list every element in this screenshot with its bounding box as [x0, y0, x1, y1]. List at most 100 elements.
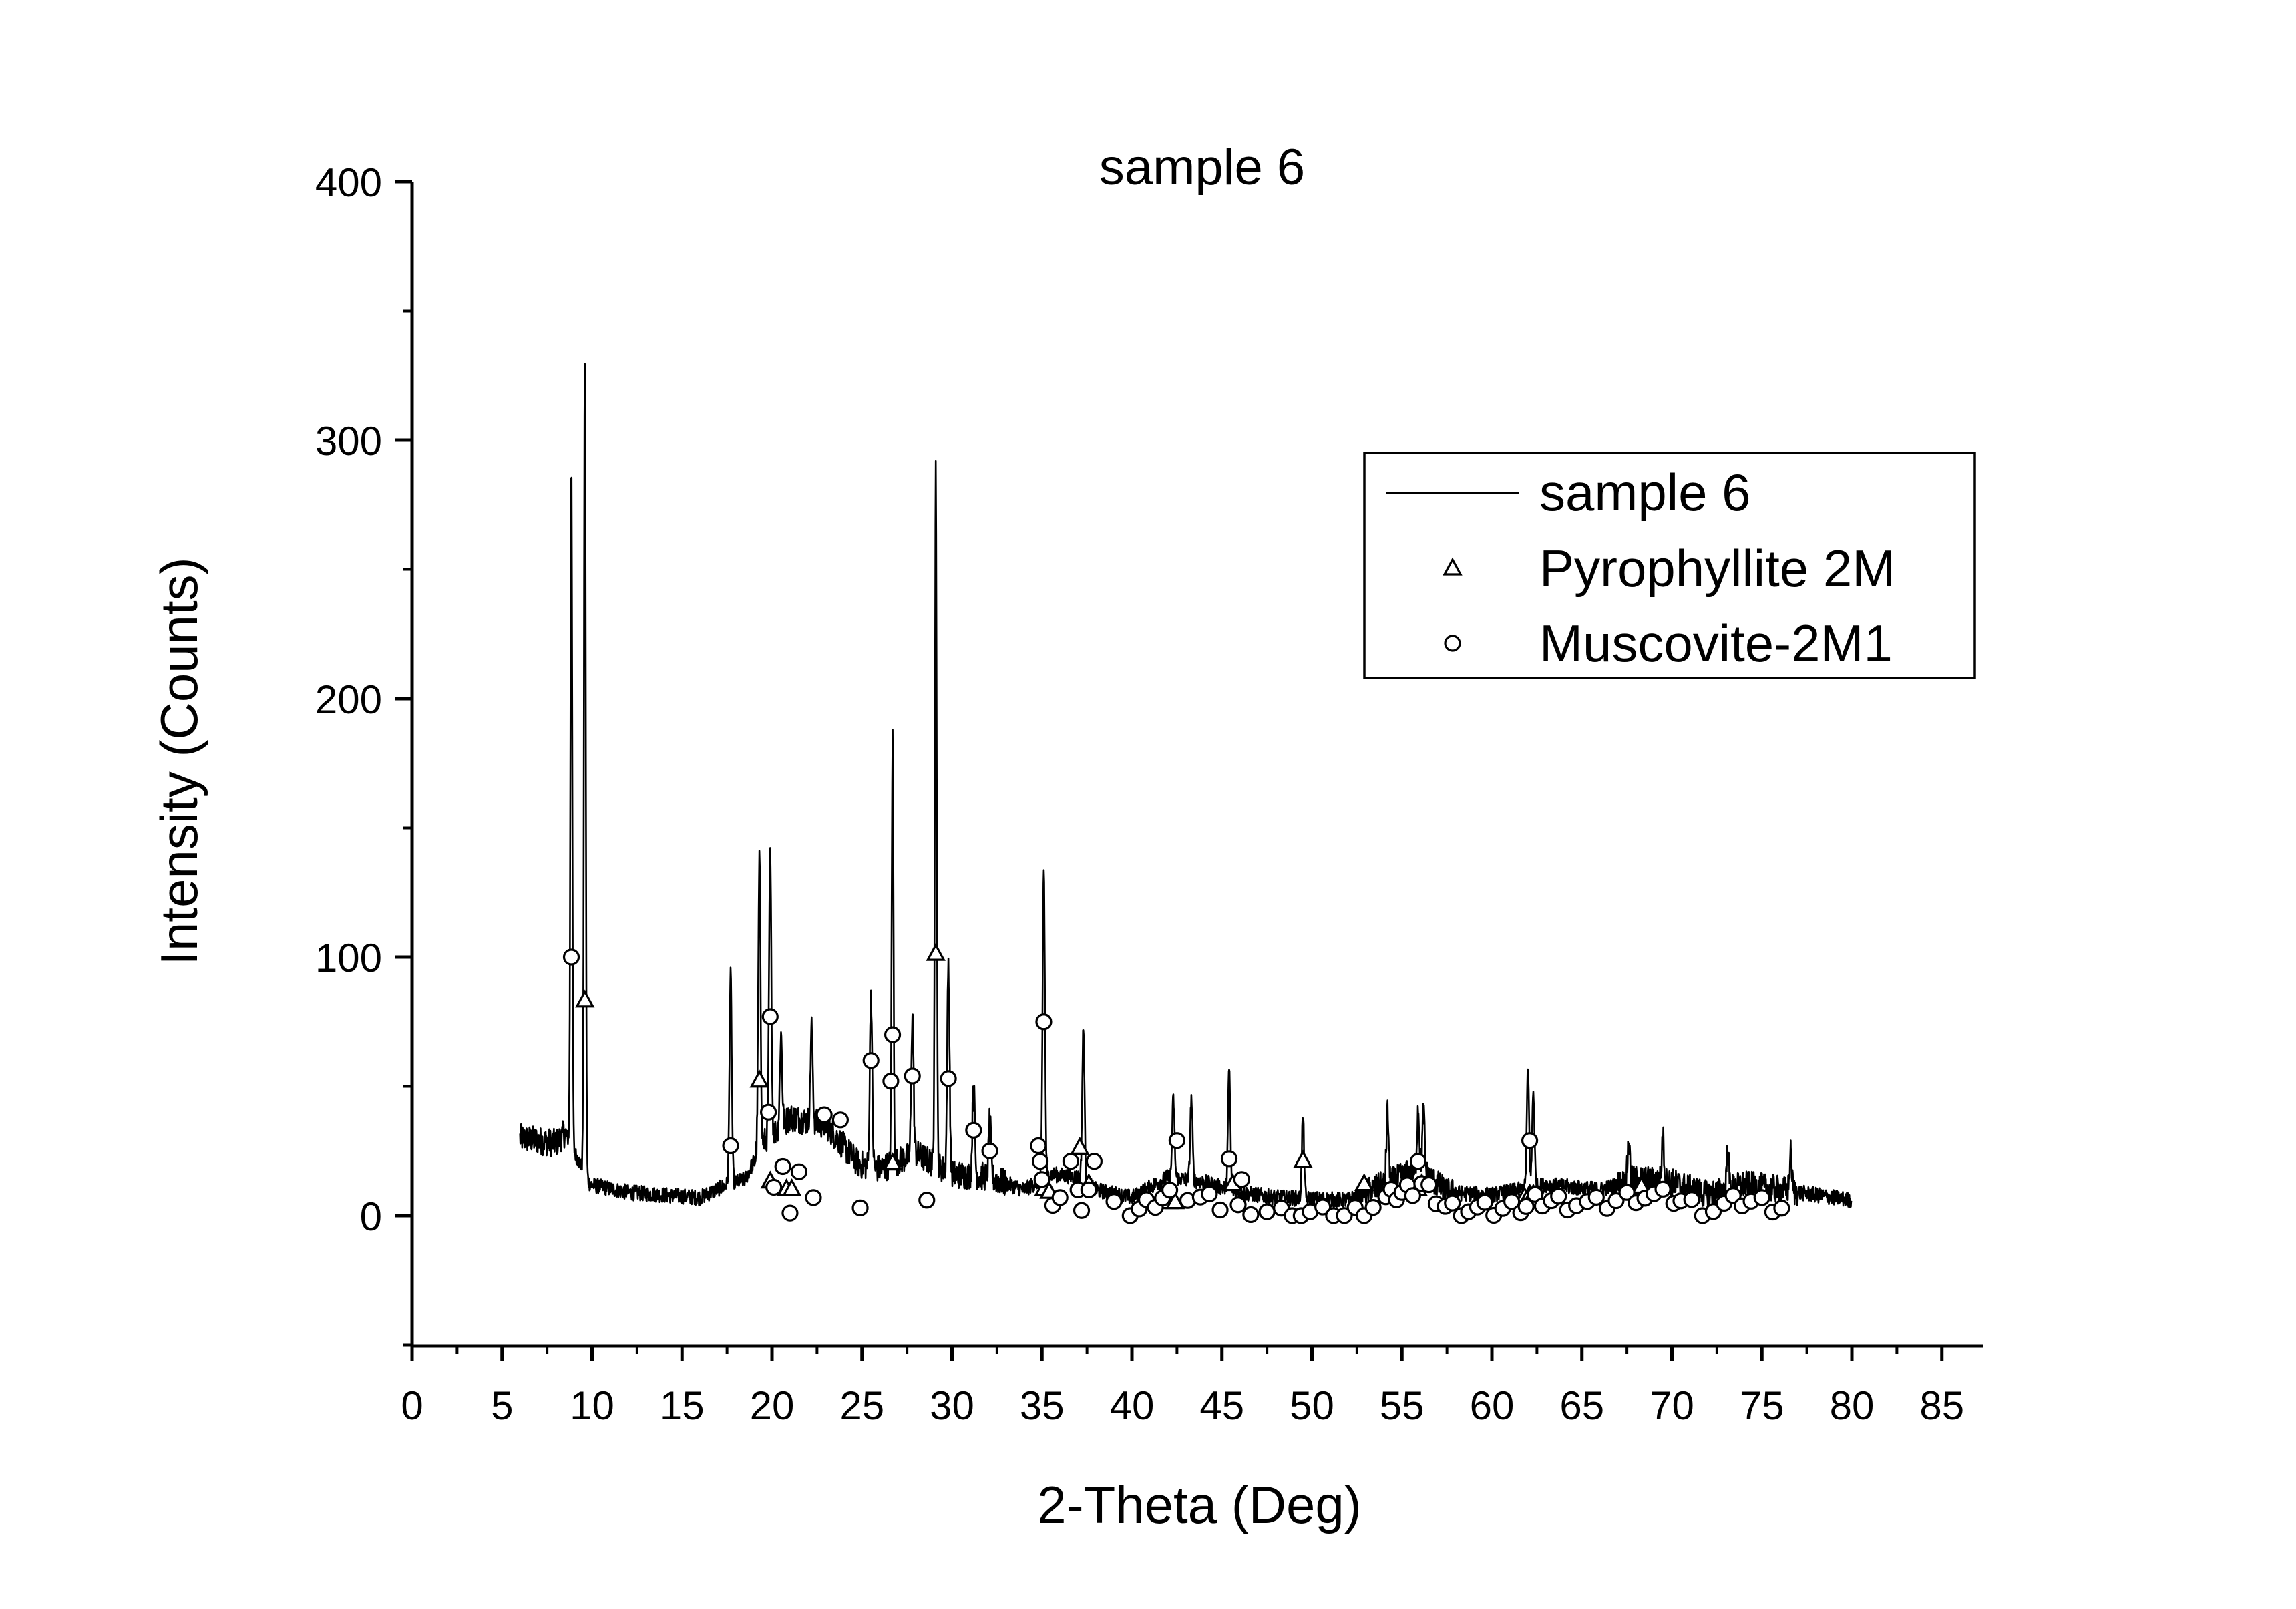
- muscovite-marker: [1503, 1193, 1521, 1210]
- x-tick-label-70: 70: [1650, 1383, 1694, 1428]
- muscovite-marker: [815, 1106, 833, 1123]
- muscovite-marker: [1030, 1137, 1047, 1155]
- muscovite-marker: [1051, 1189, 1069, 1206]
- pyrophyllite-marker: [926, 942, 946, 961]
- muscovite-marker: [722, 1137, 739, 1155]
- pyrophyllite-marker: [882, 1152, 903, 1171]
- muscovite-marker: [774, 1157, 791, 1176]
- muscovite-marker: [1476, 1194, 1493, 1211]
- muscovite-marker: [1607, 1192, 1625, 1210]
- muscovite-marker: [882, 1073, 900, 1090]
- muscovite-marker: [1085, 1153, 1103, 1170]
- pyrophyllite-marker: [1293, 1149, 1313, 1168]
- x-axis-label: 2-Theta (Deg): [1037, 1475, 1362, 1534]
- muscovite-marker: [1242, 1206, 1260, 1224]
- muscovite-marker: [1073, 1202, 1091, 1219]
- pyrophyllite-marker: [1070, 1137, 1090, 1155]
- y-tick-label-400: 400: [315, 160, 382, 205]
- axes: [395, 180, 1983, 1361]
- series-muscovite-2m1: [562, 948, 1790, 1224]
- x-tick-label-15: 15: [660, 1383, 705, 1428]
- x-tick-label-30: 30: [930, 1383, 974, 1428]
- muscovite-marker: [1314, 1198, 1332, 1216]
- muscovite-marker: [1168, 1132, 1185, 1149]
- muscovite-marker: [1229, 1196, 1247, 1214]
- pyrophyllite-marker: [575, 989, 595, 1008]
- muscovite-marker: [1724, 1187, 1742, 1204]
- muscovite-marker: [1364, 1199, 1382, 1216]
- muscovite-marker: [1035, 1013, 1053, 1031]
- pyrophyllite-marker: [749, 1069, 769, 1088]
- muscovite-marker: [790, 1163, 808, 1180]
- x-tick-label-40: 40: [1110, 1383, 1155, 1428]
- muscovite-marker: [981, 1142, 998, 1159]
- muscovite-marker: [1618, 1184, 1636, 1201]
- muscovite-marker: [805, 1189, 822, 1206]
- y-axis-label: Intensity (Counts): [150, 557, 208, 965]
- muscovite-marker: [1031, 1153, 1049, 1170]
- muscovite-marker: [1233, 1171, 1250, 1188]
- legend-label-pyrophyllite: Pyrophyllite 2M: [1539, 539, 1895, 598]
- muscovite-marker: [918, 1192, 936, 1209]
- muscovite-marker: [1773, 1200, 1790, 1217]
- muscovite-marker: [1080, 1181, 1097, 1198]
- legend-circle-marker: [1444, 635, 1461, 652]
- muscovite-marker: [831, 1111, 849, 1129]
- muscovite-marker: [1704, 1203, 1722, 1220]
- muscovite-marker: [1654, 1180, 1672, 1198]
- muscovite-marker: [851, 1199, 869, 1216]
- x-tick-label-5: 5: [491, 1383, 513, 1428]
- x-tick-label-25: 25: [839, 1383, 884, 1428]
- pyrophyllite-marker: [781, 1178, 802, 1196]
- muscovite-marker: [1105, 1193, 1123, 1210]
- muscovite-marker: [1220, 1150, 1238, 1168]
- x-tick-label-55: 55: [1380, 1383, 1424, 1428]
- muscovite-marker: [1753, 1189, 1770, 1206]
- y-tick-label-0: 0: [360, 1194, 382, 1239]
- muscovite-marker: [1683, 1191, 1700, 1208]
- muscovite-marker: [761, 1008, 779, 1025]
- x-tick-label-20: 20: [750, 1383, 795, 1428]
- muscovite-marker: [1161, 1182, 1179, 1199]
- muscovite-marker: [1033, 1171, 1050, 1188]
- y-tick-label-200: 200: [315, 677, 382, 722]
- pyrophyllite-marker: [1165, 1191, 1185, 1210]
- muscovite-marker: [1444, 1194, 1461, 1212]
- trace-sample-6: [519, 363, 1853, 1210]
- muscovite-marker: [1409, 1153, 1427, 1170]
- muscovite-marker: [904, 1067, 921, 1085]
- muscovite-marker: [1587, 1188, 1605, 1206]
- muscovite-marker: [862, 1052, 880, 1069]
- legend-triangle-marker: [1443, 557, 1463, 576]
- muscovite-marker: [884, 1026, 902, 1043]
- muscovite-marker: [562, 948, 580, 966]
- muscovite-marker: [765, 1178, 783, 1196]
- x-tick-label-65: 65: [1559, 1383, 1604, 1428]
- legend-label-muscovite: Muscovite-2M1: [1539, 614, 1893, 673]
- x-tick-label-45: 45: [1199, 1383, 1244, 1428]
- muscovite-marker: [1201, 1185, 1218, 1203]
- muscovite-marker: [760, 1103, 777, 1121]
- muscovite-marker: [781, 1204, 799, 1222]
- muscovite-marker: [1062, 1153, 1079, 1170]
- muscovite-marker: [1550, 1188, 1567, 1205]
- chart-title: sample 6: [1099, 139, 1305, 196]
- pyrophyllite-marker: [1354, 1173, 1374, 1192]
- x-tick-label-60: 60: [1470, 1383, 1515, 1428]
- muscovite-marker: [940, 1070, 957, 1087]
- y-tick-labels: 0 100 200 300 400: [315, 160, 382, 1239]
- muscovite-marker: [1258, 1203, 1276, 1220]
- x-tick-labels: 0 5 10 15 20 25 30 35 40 45 50 55 60 65 70 75 80 85: [401, 1383, 1964, 1428]
- y-tick-label-100: 100: [315, 936, 382, 980]
- muscovite-marker: [1404, 1187, 1422, 1204]
- x-tick-label-35: 35: [1020, 1383, 1065, 1428]
- x-tick-label-75: 75: [1740, 1383, 1784, 1428]
- x-tick-label-50: 50: [1290, 1383, 1334, 1428]
- muscovite-marker: [1211, 1201, 1229, 1219]
- x-tick-label-10: 10: [570, 1383, 614, 1428]
- x-tick-label-0: 0: [401, 1383, 423, 1428]
- muscovite-marker: [1517, 1198, 1535, 1215]
- y-tick-label-300: 300: [315, 419, 382, 464]
